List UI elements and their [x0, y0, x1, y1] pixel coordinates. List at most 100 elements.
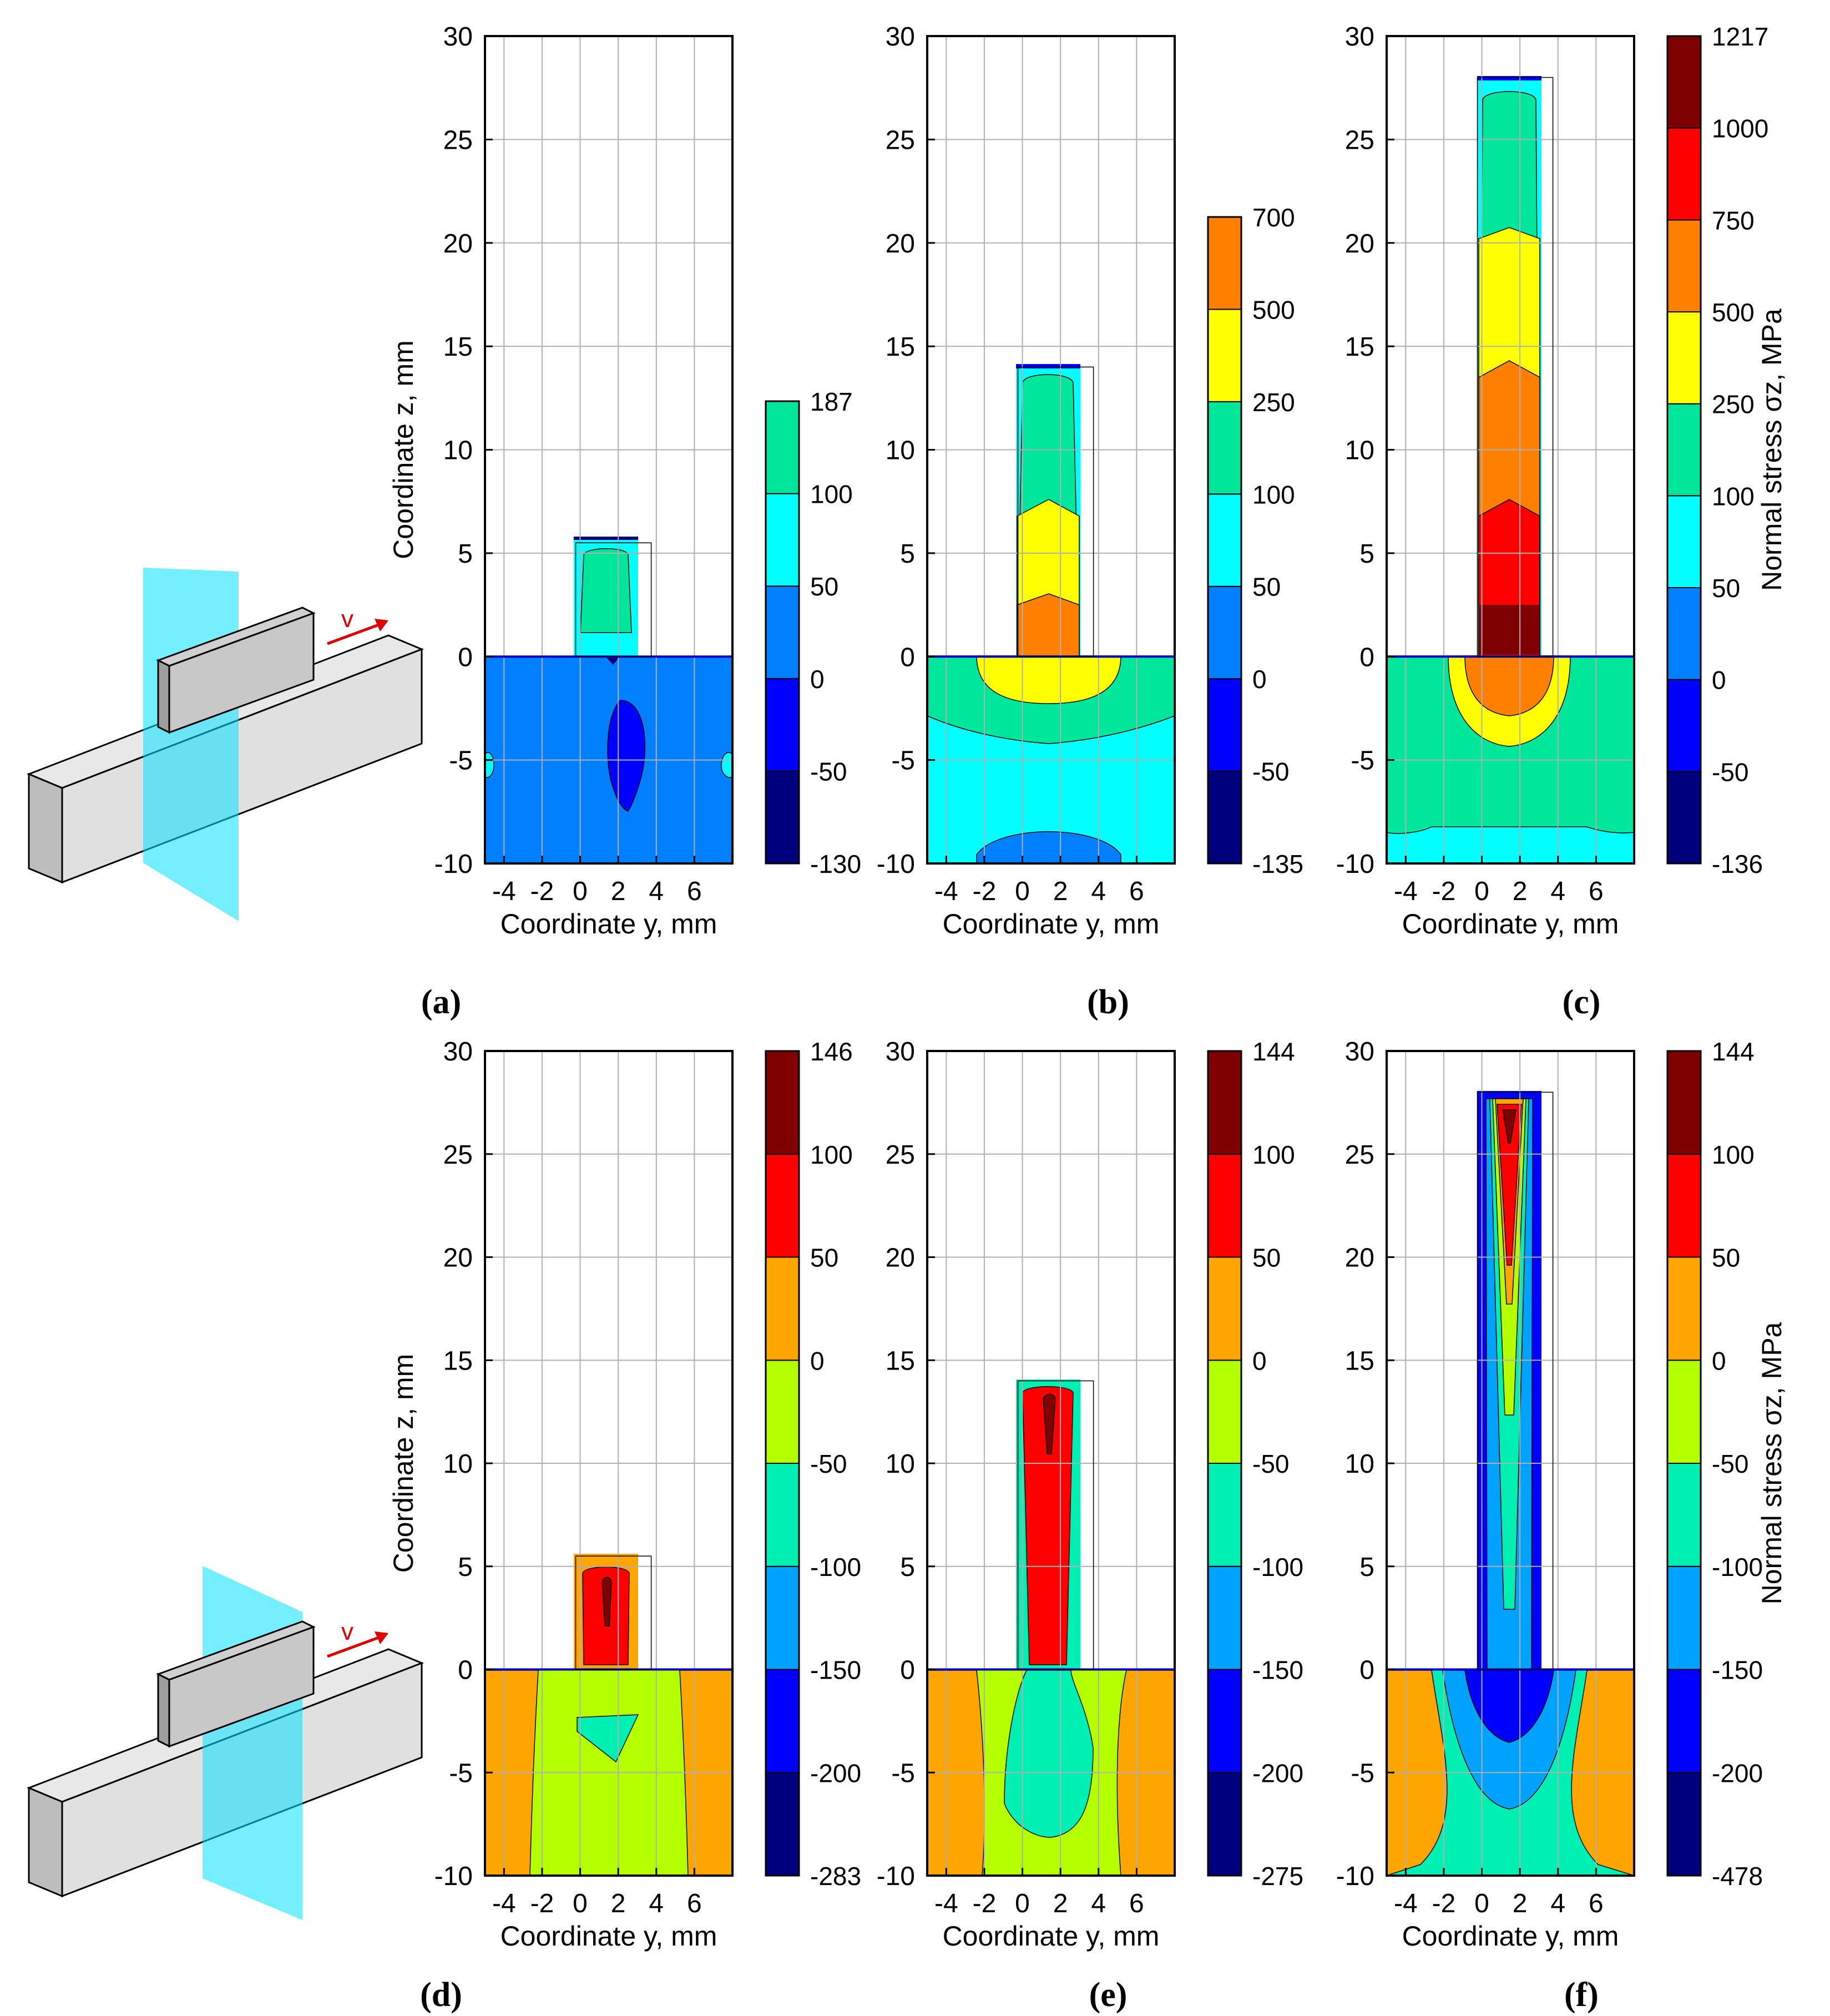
colorbar-segment	[1667, 771, 1701, 865]
colorbar-label: 0	[1712, 666, 1726, 695]
colorbar-label: 146	[810, 1037, 853, 1066]
y-tick-label: 15	[1345, 332, 1374, 362]
x-tick-label: 6	[1589, 877, 1604, 906]
x-tick-label: 2	[1053, 877, 1068, 906]
colorbar-segment	[1207, 309, 1242, 402]
y-tick-label: 10	[886, 1449, 915, 1479]
colorbar-label: -275	[1252, 1862, 1303, 1891]
contour-fill-d	[484, 1554, 733, 1876]
wall-outline	[1477, 77, 1554, 657]
colorbar-segment	[1207, 770, 1242, 864]
y-tick-label: 5	[1359, 1553, 1374, 1582]
y-axis-label: Coordinate z, mm	[388, 1354, 419, 1573]
colorbar-segment	[1207, 1463, 1242, 1567]
x-tick-label: -4	[1394, 877, 1418, 906]
colorbar-segment	[765, 678, 800, 772]
colorbar-label: 100	[1712, 482, 1755, 511]
colorbar-frame	[1207, 216, 1242, 865]
y-tick-label: 15	[443, 332, 473, 362]
y-tick-label: 0	[1359, 1656, 1374, 1685]
weld-schematic-top: v	[26, 568, 424, 921]
colorbar-segment	[1207, 401, 1242, 495]
colorbar-frame	[1666, 35, 1702, 865]
colorbar-frame	[1666, 1050, 1702, 1877]
y-tick-label: 0	[458, 1656, 473, 1685]
colorbar-segment	[1667, 587, 1701, 680]
y-tick-label: 10	[443, 1449, 473, 1479]
panel-label-c: (c)	[1563, 983, 1601, 1021]
y-tick-label: 30	[1345, 22, 1374, 52]
colorbar-label: 0	[810, 665, 825, 694]
velocity-arrow-head	[375, 619, 388, 631]
x-tick-label: 2	[611, 877, 626, 906]
x-tick-label: -2	[530, 877, 554, 906]
x-tick-label: -2	[973, 1889, 997, 1918]
colorbar-label: 50	[810, 1244, 838, 1272]
y-tick-label: 20	[1345, 229, 1374, 259]
colorbar-title: Normal stress σz, MPa	[1756, 309, 1787, 591]
colorbar-label: 700	[1252, 203, 1295, 232]
colorbar-label: 0	[1712, 1346, 1726, 1375]
colorbar-segment	[765, 493, 800, 587]
colorbar-label: -478	[1712, 1862, 1763, 1891]
colorbar-segment	[1207, 1050, 1242, 1155]
colorbar-label: 50	[1712, 574, 1740, 603]
colorbar-segment	[1667, 311, 1701, 405]
x-tick-label: 0	[1474, 1889, 1489, 1918]
colorbar-segment	[1207, 1153, 1242, 1258]
colorbar-segment	[765, 1463, 800, 1567]
y-tick-label: 5	[458, 1553, 473, 1582]
contour-fill-e	[927, 1380, 1175, 1876]
colorbar-label: -135	[1252, 850, 1303, 878]
colorbar-frame	[765, 400, 800, 865]
y-axis-label: Coordinate z, mm	[388, 340, 419, 559]
y-tick-label: 25	[886, 125, 915, 155]
colorbar-label: 750	[1712, 206, 1755, 235]
colorbar-segment	[1667, 679, 1701, 772]
weld-schematic-bottom: v	[26, 1566, 424, 1920]
y-tick-label: 15	[886, 1346, 915, 1376]
colorbar-label: 100	[810, 480, 853, 509]
y-tick-label: 20	[443, 1244, 473, 1273]
y-tick-label: -5	[449, 746, 473, 776]
y-tick-label: 25	[1345, 125, 1374, 155]
colorbar-label: 0	[1252, 665, 1267, 694]
colorbar-label: 50	[810, 572, 838, 601]
colorbar-label: -150	[1252, 1656, 1303, 1685]
panel-label-f: (f)	[1564, 1976, 1599, 2014]
colorbar-label: 50	[1252, 573, 1281, 602]
y-tick-label: 30	[443, 22, 473, 52]
colorbar-e: -275 -200 -150 -100 -50 0 50 100 144	[1207, 1037, 1303, 1891]
colorbar-segment	[765, 770, 800, 865]
contour-fill-b	[927, 364, 1175, 864]
colorbar-segment	[1207, 1360, 1242, 1464]
colorbar-label: -50	[810, 757, 847, 786]
panel-label-b: (b)	[1087, 983, 1129, 1021]
x-tick-label: -2	[1432, 877, 1456, 906]
y-tick-label: 0	[1359, 643, 1374, 672]
colorbar-label: 500	[1252, 295, 1295, 324]
colorbar-segment	[1667, 1772, 1701, 1876]
colorbar-segment	[1667, 1050, 1701, 1155]
colorbar-segment	[1667, 219, 1701, 313]
colorbar-d: -283 -200 -150 -100 -50 0 50 100 146	[765, 1037, 861, 1891]
contour-fill-f	[1386, 1091, 1635, 1877]
y-tick-label: 25	[1345, 1140, 1374, 1170]
colorbar-segment	[1667, 1153, 1701, 1258]
colorbar-label: -200	[810, 1759, 861, 1787]
x-tick-label: 6	[1129, 877, 1144, 906]
colorbar-label: -50	[1252, 1449, 1289, 1478]
panel-label-e: (e)	[1089, 1976, 1128, 2014]
y-tick-label: 30	[443, 1037, 473, 1067]
y-tick-label: -10	[1336, 850, 1374, 879]
velocity-arrow-head	[375, 1631, 388, 1644]
y-tick-label: -5	[1351, 1759, 1374, 1788]
x-tick-label: 0	[1015, 877, 1030, 906]
colorbar-frame	[1207, 1050, 1242, 1877]
x-tick-label: 4	[649, 877, 664, 906]
colorbar-segment	[765, 1050, 800, 1155]
y-tick-label: 20	[1345, 1244, 1374, 1273]
